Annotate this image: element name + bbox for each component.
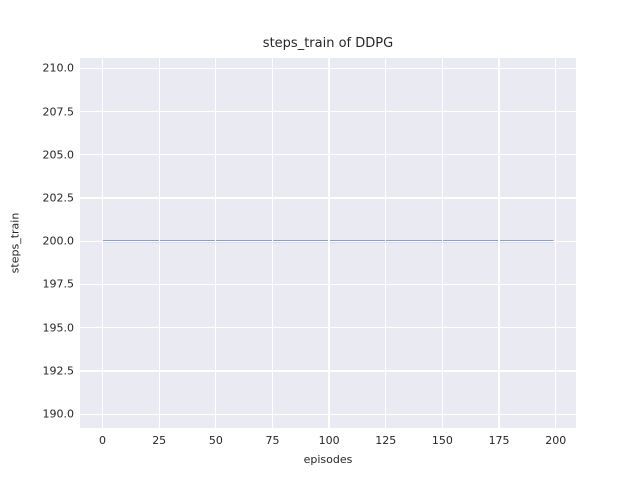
y-gridline	[80, 154, 576, 156]
x-axis-label: episodes	[303, 453, 353, 466]
y-tick-label: 192.5	[42, 364, 75, 378]
x-tick-label: 200	[545, 434, 567, 447]
x-tick-label: 125	[375, 434, 397, 447]
x-tick-label: 0	[99, 434, 107, 447]
y-gridline	[80, 240, 576, 242]
x-tick-label: 75	[265, 434, 280, 447]
y-axis-label: steps_train	[8, 212, 22, 274]
y-tick-label: 207.5	[42, 105, 75, 119]
x-gridline	[215, 58, 217, 428]
y-tick-label: 210.0	[42, 61, 75, 75]
x-tick-label: 150	[431, 434, 453, 447]
x-gridline	[271, 58, 274, 428]
y-tick-label: 202.5	[42, 191, 75, 205]
chart-title: steps_train of DDPG	[262, 36, 394, 51]
x-gridline	[328, 58, 330, 428]
y-tick-label: 200.0	[42, 234, 75, 248]
y-tick-label: 205.0	[42, 148, 75, 162]
y-tick-label: 197.5	[42, 277, 75, 291]
y-gridline	[80, 370, 576, 372]
x-gridline	[158, 58, 160, 428]
y-gridline	[80, 110, 576, 113]
y-gridline	[80, 283, 576, 286]
x-gridline	[498, 58, 500, 428]
x-tick-label: 100	[318, 434, 340, 447]
x-gridline	[101, 58, 104, 428]
y-gridline	[80, 197, 576, 199]
x-tick-label: 25	[152, 434, 167, 447]
y-gridline	[80, 413, 576, 415]
x-tick-label: 175	[488, 434, 510, 447]
y-tick-label: 195.0	[42, 321, 75, 335]
plot-area	[80, 58, 576, 428]
x-gridline	[555, 58, 557, 428]
x-tick-label: 50	[208, 434, 223, 447]
y-gridline	[80, 327, 576, 329]
x-gridline	[385, 58, 387, 428]
x-gridline	[441, 58, 444, 428]
y-gridline	[80, 67, 576, 70]
y-tick-label: 190.0	[42, 407, 75, 421]
